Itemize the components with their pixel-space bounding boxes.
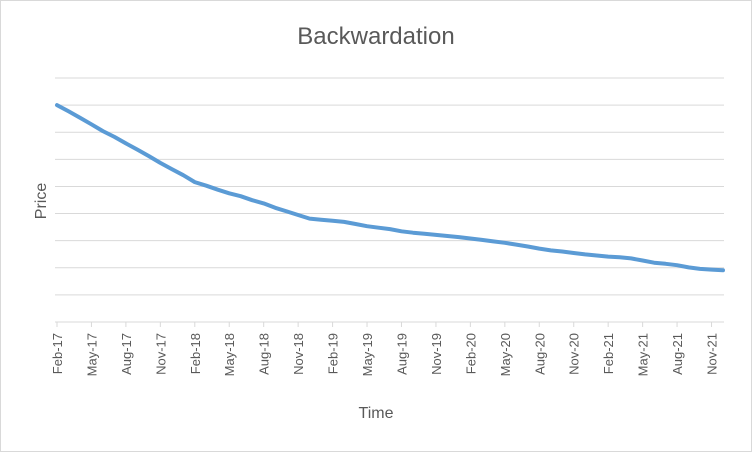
x-tick-label: Nov-20	[567, 333, 582, 375]
x-tick-label: Feb-21	[601, 333, 616, 374]
x-tick-label: Feb-17	[50, 333, 65, 374]
gridlines	[55, 77, 724, 323]
x-tick-label: Feb-20	[463, 333, 478, 374]
x-tick-label: Aug-20	[532, 333, 547, 375]
x-tick-label: May-21	[636, 333, 651, 376]
x-tick-label: Nov-18	[291, 333, 306, 375]
x-tick-label: Nov-17	[153, 333, 168, 375]
series-line	[55, 103, 725, 273]
x-tick-label: May-20	[498, 333, 513, 376]
series-group	[55, 103, 725, 273]
x-tick-label: Nov-21	[705, 333, 720, 375]
x-axis-title: Time	[359, 405, 394, 422]
x-axis: Feb-17 May-17 Aug-17 Nov-17 Feb-18 May-18 Aug-…	[50, 322, 720, 376]
x-tick-label: Aug-19	[394, 333, 409, 375]
x-tick-label: Nov-19	[429, 333, 444, 375]
chart-title: Backwardation	[297, 23, 454, 50]
x-tick-label: May-17	[84, 333, 99, 376]
x-tick-label: Aug-21	[670, 333, 685, 375]
y-axis-title: Price	[33, 183, 50, 220]
x-tick-label: May-19	[360, 333, 375, 376]
x-tick-label: Aug-18	[257, 333, 272, 375]
x-tick-label: Aug-17	[119, 333, 134, 375]
x-tick-label: Feb-19	[326, 333, 341, 374]
x-tick-label: May-18	[222, 333, 237, 376]
x-tick-label: Feb-18	[188, 333, 203, 374]
